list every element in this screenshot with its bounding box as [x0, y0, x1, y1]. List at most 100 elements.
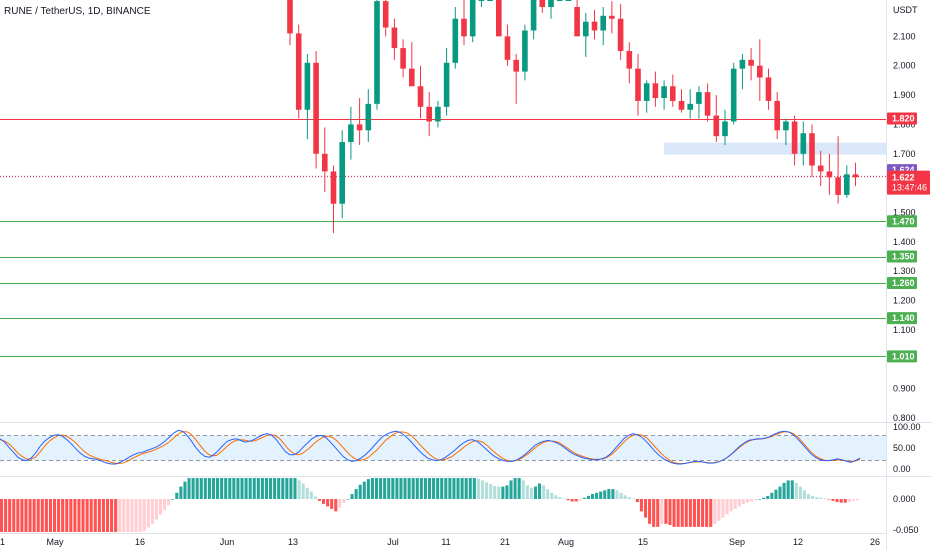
candle — [652, 71, 659, 107]
hist-bar — [216, 478, 220, 499]
hist-bar — [701, 499, 705, 527]
hist-bar — [403, 478, 407, 499]
hist-bar — [436, 478, 440, 499]
candle-body — [565, 0, 572, 1]
time-tick: 12 — [793, 537, 803, 547]
osc-tick: 100.00 — [893, 422, 921, 432]
hist-bar — [599, 491, 603, 499]
candle-body — [583, 21, 589, 37]
candle — [461, 0, 467, 46]
hist-bar — [464, 478, 468, 499]
hist-bar — [138, 499, 142, 532]
hist-bar — [656, 499, 660, 527]
hist-bar — [823, 498, 827, 499]
candle — [339, 130, 345, 219]
price-tag-bg — [887, 312, 917, 325]
hist-bar — [16, 499, 20, 532]
candle — [478, 0, 485, 7]
hist-bar — [187, 478, 191, 499]
candle — [400, 39, 406, 78]
hist-bar — [395, 478, 399, 499]
hist-bar — [440, 478, 444, 499]
candle-body — [626, 51, 633, 69]
candle-body — [809, 133, 815, 166]
hist-bar — [199, 478, 203, 499]
hist-bar — [603, 490, 607, 499]
candle — [504, 24, 511, 66]
hist-bar — [807, 494, 811, 499]
hist-bar — [293, 478, 297, 499]
hist-bar — [749, 499, 754, 502]
time-tick: Aug — [558, 537, 574, 547]
hist-bar — [485, 482, 489, 499]
candle-body — [826, 171, 833, 178]
candle — [530, 0, 537, 40]
candle-body — [487, 0, 493, 1]
hist-bar — [150, 499, 154, 524]
hist-bar — [578, 499, 582, 501]
hist-bar — [513, 478, 517, 499]
hist-bar — [264, 478, 269, 499]
candle-body — [330, 171, 337, 204]
candle-body — [713, 115, 720, 137]
hist-bar — [411, 478, 415, 499]
hist-bar — [444, 478, 448, 499]
candle-body — [391, 27, 398, 49]
price-tick: 1.300 — [893, 266, 916, 276]
hist-bar — [476, 478, 480, 499]
candle-body — [356, 124, 363, 131]
candle-body — [469, 0, 476, 37]
hist-bar — [220, 478, 224, 499]
hist-bar — [374, 478, 379, 499]
time-tick: 13 — [288, 537, 298, 547]
candle — [844, 165, 850, 198]
hist-bar — [493, 485, 497, 499]
hist-bar — [89, 499, 93, 532]
hist-bar — [590, 494, 595, 499]
price-zone[interactable] — [664, 142, 886, 155]
price-axis[interactable]: USDT2.1002.0001.9001.8001.7001.5001.4001… — [887, 5, 930, 535]
hist-bar — [244, 478, 248, 499]
hist-bar — [134, 499, 138, 532]
price-tag-1.470: 1.470 — [892, 216, 915, 226]
hist-bar — [211, 478, 216, 499]
candle — [330, 165, 337, 234]
hist-bar — [639, 499, 643, 512]
candle-body — [704, 92, 711, 116]
hist-bar — [692, 499, 696, 527]
hist-bar — [672, 499, 676, 527]
zone-rect[interactable] — [664, 142, 886, 155]
horizontal-lines[interactable] — [0, 119, 886, 357]
price-tick: 1.500 — [893, 208, 916, 218]
candle — [382, 0, 389, 37]
last-price-tag-bg — [887, 170, 930, 195]
hist-bar — [69, 499, 73, 532]
time-tick: Jun — [220, 537, 235, 547]
candle — [609, 1, 615, 34]
candle-body — [591, 21, 598, 31]
hist-bar — [652, 499, 656, 527]
hist-bar — [142, 499, 146, 532]
time-axis[interactable]: 1 May 16 Jun 13 Jul 11 21 Aug 15 Sep 12 26 — [0, 537, 880, 547]
price-tag-bg — [887, 276, 917, 289]
hist-bar — [839, 499, 843, 503]
time-tick: 11 — [441, 537, 450, 547]
candle-body — [322, 153, 328, 172]
hist-bar — [574, 499, 578, 502]
price-tick: 1.200 — [893, 296, 916, 306]
hist-bar — [12, 499, 16, 532]
time-tick: 16 — [135, 537, 145, 547]
candle — [583, 12, 589, 57]
price-tick: 1.900 — [893, 90, 916, 100]
hist-bar — [277, 478, 281, 499]
hist-bar — [766, 495, 770, 499]
hist-bar — [648, 499, 652, 524]
candle — [713, 95, 720, 143]
hist-bar — [110, 499, 114, 532]
candle — [696, 86, 702, 119]
candle-body — [417, 86, 424, 107]
hist-bar — [48, 499, 52, 532]
price-tick: 1.700 — [893, 149, 916, 159]
hist-bar — [615, 490, 619, 499]
